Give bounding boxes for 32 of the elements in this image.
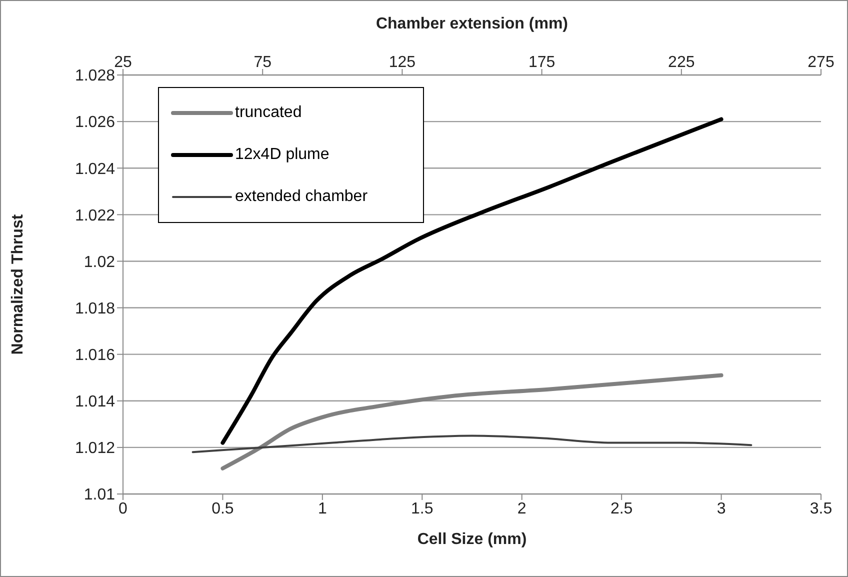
- y-tick-label: 1.028: [74, 68, 116, 85]
- y-tick-label: 1.014: [74, 394, 116, 411]
- y-tick-label: 1.016: [74, 347, 116, 364]
- x-tick-label: 2: [517, 500, 526, 518]
- x-axis-title: Cell Size (mm): [417, 531, 527, 548]
- x2-tick-label: 275: [808, 54, 834, 71]
- x-tick-label: 3.5: [810, 500, 832, 518]
- x-tick-label: 2.5: [610, 500, 633, 518]
- x-tick-label: 0: [118, 500, 128, 518]
- y-tick-label: 1.018: [74, 300, 116, 318]
- x-tick-label: 1: [318, 500, 327, 518]
- legend-label: extended chamber: [235, 188, 368, 206]
- legend-label: truncated: [235, 104, 302, 122]
- line-series: [220, 373, 724, 470]
- y-tick-label: 1.012: [74, 440, 116, 458]
- x2-tick-label: 175: [528, 54, 556, 71]
- x-tick-label: 1.5: [411, 500, 434, 518]
- x2-tick-label: 25: [114, 54, 132, 71]
- y-tick-label: 1.026: [74, 114, 116, 132]
- line-series: [220, 117, 724, 445]
- x2-tick-label: 125: [388, 54, 416, 71]
- x2-tick-label: 75: [254, 54, 272, 71]
- y-tick-label: 1.01: [84, 486, 116, 504]
- x2-tick-label: 225: [668, 54, 695, 71]
- y-tick-label: 1.02: [84, 254, 116, 271]
- y-axis-title: Normalized Thrust: [10, 214, 27, 355]
- x-tick-label: 3: [716, 500, 726, 518]
- y-tick-label: 1.024: [74, 160, 116, 178]
- y-tick-label: 1.022: [74, 207, 116, 224]
- legend-label: 12x4D plume: [235, 146, 330, 164]
- x2-axis-title: Chamber extension (mm): [376, 15, 568, 32]
- x-tick-label: 0.5: [212, 500, 234, 518]
